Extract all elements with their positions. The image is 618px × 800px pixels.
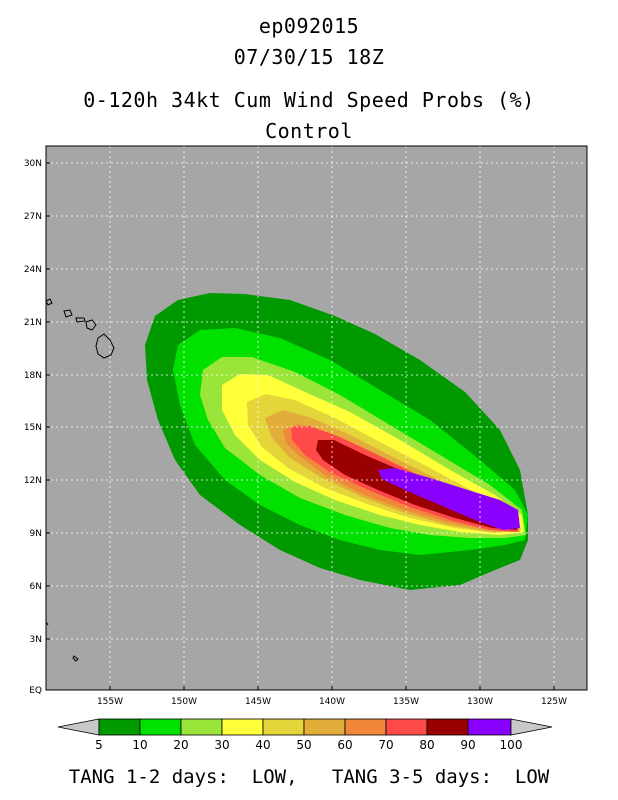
legend-label: 70 bbox=[378, 738, 393, 752]
legend-swatch bbox=[180, 718, 223, 736]
color-legend: 5 10 20 30 40 50 60 70 80 90 100 bbox=[57, 718, 553, 752]
legend-label: 80 bbox=[419, 738, 434, 752]
storm-id-title: ep092015 bbox=[258, 14, 360, 38]
coastline bbox=[45, 298, 115, 662]
lat-labels: 30N 27N 24N 21N 18N 15N 12N 9N 6N 3N EQ bbox=[24, 159, 42, 696]
legend-label: 30 bbox=[214, 738, 229, 752]
legend-label: 20 bbox=[173, 738, 188, 752]
legend-label: 40 bbox=[255, 738, 270, 752]
probability-map: 30N 27N 24N 21N 18N 15N 12N 9N 6N 3N EQ … bbox=[24, 145, 588, 707]
lat-tick-marks bbox=[46, 162, 50, 640]
legend-label: 10 bbox=[132, 738, 147, 752]
legend-label: 100 bbox=[500, 738, 523, 752]
legend-label: 60 bbox=[337, 738, 352, 752]
legend-swatch bbox=[426, 718, 469, 736]
lon-label: 140W bbox=[319, 697, 345, 707]
legend-left-arrow bbox=[57, 718, 100, 736]
lon-label: 145W bbox=[245, 697, 271, 707]
lon-label: 130W bbox=[467, 697, 493, 707]
legend-label: 90 bbox=[460, 738, 475, 752]
hawaii-big-island bbox=[95, 333, 115, 359]
run-title: Control bbox=[265, 119, 353, 143]
lat-label: 6N bbox=[30, 582, 42, 592]
lat-label: 9N bbox=[30, 529, 42, 539]
legend-swatch bbox=[98, 718, 141, 736]
contour-90 bbox=[378, 468, 520, 530]
legend-swatch bbox=[303, 718, 346, 736]
legend-swatch bbox=[139, 718, 182, 736]
lat-label: 24N bbox=[24, 265, 42, 275]
lat-label: 18N bbox=[24, 371, 42, 381]
probability-contours bbox=[145, 293, 528, 590]
kauai bbox=[45, 298, 53, 306]
lon-label: 125W bbox=[541, 697, 567, 707]
datetime-title: 07/30/15 18Z bbox=[233, 45, 385, 69]
lat-label: 30N bbox=[24, 159, 42, 169]
lon-label: 155W bbox=[97, 697, 123, 707]
legend-label: 50 bbox=[296, 738, 311, 752]
lat-label: EQ bbox=[29, 686, 42, 696]
lat-label: 15N bbox=[24, 423, 42, 433]
product-title: 0-120h 34kt Cum Wind Speed Probs (%) bbox=[83, 88, 535, 112]
legend-swatch bbox=[467, 718, 512, 736]
legend-swatch bbox=[262, 718, 305, 736]
small-island bbox=[72, 655, 79, 662]
legend-swatch bbox=[221, 718, 264, 736]
lat-label: 12N bbox=[24, 476, 42, 486]
molokai bbox=[75, 317, 86, 323]
lon-label: 150W bbox=[171, 697, 197, 707]
maui bbox=[85, 319, 97, 331]
lat-label: 27N bbox=[24, 212, 42, 222]
grid-lines bbox=[46, 146, 587, 690]
map-frame bbox=[45, 145, 588, 691]
lon-tick-marks bbox=[109, 686, 555, 690]
lon-labels: 155W 150W 145W 140W 135W 130W 125W bbox=[97, 697, 567, 707]
legend-swatch bbox=[344, 718, 387, 736]
lat-label: 21N bbox=[24, 318, 42, 328]
legend-swatch bbox=[385, 718, 428, 736]
oahu bbox=[63, 309, 73, 318]
lon-label: 135W bbox=[393, 697, 419, 707]
tang-footer: TANG 1-2 days: LOW, TANG 3-5 days: LOW bbox=[68, 766, 550, 788]
lat-label: 3N bbox=[30, 635, 42, 645]
legend-label: 5 bbox=[95, 738, 103, 752]
legend-right-arrow bbox=[510, 718, 553, 736]
